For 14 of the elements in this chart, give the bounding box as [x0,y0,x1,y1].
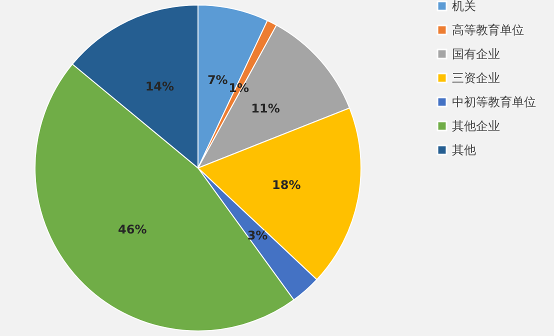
legend-label: 其他企业 [452,119,500,133]
data-label: 11% [251,101,280,116]
data-label: 14% [145,80,174,94]
legend-label: 其他 [452,143,476,157]
data-label: 18% [272,178,301,192]
legend-label: 中初等教育单位 [452,95,536,109]
legend-label: 三资企业 [452,71,500,85]
legend-label: 机关 [452,0,476,13]
legend-label: 高等教育单位 [452,23,524,37]
legend-label: 国有企业 [452,47,500,61]
data-label: 46% [118,222,147,237]
data-label: 3% [247,228,268,243]
data-label: 7% [207,73,228,88]
data-label: 1% [228,80,250,95]
